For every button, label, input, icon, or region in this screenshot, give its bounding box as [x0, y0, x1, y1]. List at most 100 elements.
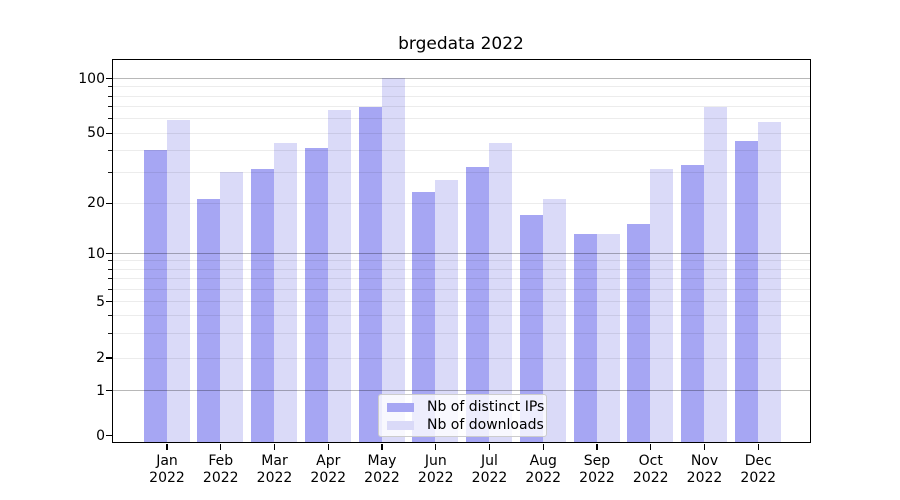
y-minor-tick-mark	[108, 314, 112, 316]
gridline-minor	[112, 171, 810, 173]
x-tick-label-mar: Mar 2022	[256, 453, 293, 486]
bar-downloads-jun	[435, 179, 459, 442]
y-tick-mark	[105, 77, 112, 80]
legend: Nb of distinct IPs Nb of downloads	[378, 394, 547, 437]
x-tick-mark	[327, 443, 329, 450]
y-tick-label: 50	[87, 125, 105, 142]
bar-downloads-oct	[650, 169, 674, 442]
x-tick-label-feb: Feb 2022	[202, 453, 239, 486]
legend-label-distinct-ips: Nb of distinct IPs	[427, 399, 545, 416]
y-minor-tick-mark	[108, 332, 112, 334]
y-tick-mark	[105, 389, 112, 392]
bar-ips-jul	[466, 166, 489, 442]
y-minor-tick-mark	[108, 288, 112, 290]
bar-ips-dec	[734, 140, 758, 442]
x-tick-label-jul: Jul 2022	[471, 453, 508, 486]
gridline-minor	[112, 268, 810, 270]
y-minor-tick-mark	[108, 277, 112, 279]
x-tick-mark	[542, 443, 544, 450]
x-tick-mark	[596, 443, 598, 450]
gridline-minor	[112, 86, 810, 88]
bar-ips-mar	[251, 169, 274, 442]
bar-downloads-nov	[704, 107, 727, 442]
gridline-minor	[112, 301, 810, 303]
bar-ips-jun	[412, 192, 436, 442]
x-tick-mark	[273, 443, 276, 450]
bars-layer	[113, 60, 810, 442]
bar-downloads-aug	[542, 199, 566, 442]
y-minor-tick-mark	[108, 149, 112, 151]
y-tick-mark	[105, 132, 112, 134]
gridline-minor	[112, 277, 810, 279]
x-tick-label-oct: Oct 2022	[632, 453, 669, 486]
gridline-minor	[112, 202, 810, 204]
gridline-minor	[112, 332, 810, 334]
bar-downloads-may	[381, 78, 405, 442]
y-minor-tick-mark	[108, 95, 112, 97]
legend-label-downloads: Nb of downloads	[427, 416, 544, 433]
x-tick-mark	[488, 443, 491, 450]
chart-title: brgedata 2022	[398, 34, 524, 54]
gridline-minor	[112, 132, 810, 134]
bar-downloads-jul	[489, 142, 512, 442]
y-tick-label: 10	[87, 245, 105, 262]
legend-swatch-distinct-ips	[387, 403, 414, 413]
gridline-minor	[112, 357, 810, 359]
legend-swatch-downloads	[387, 420, 414, 430]
y-tick-label: 2	[96, 350, 105, 366]
y-tick-label: 0	[96, 427, 105, 444]
x-tick-label-jun: Jun 2022	[417, 453, 454, 486]
bar-downloads-sep	[596, 233, 620, 442]
y-minor-tick-mark	[108, 106, 112, 108]
x-tick-label-nov: Nov 2022	[686, 453, 723, 486]
gridline-major	[112, 78, 810, 79]
y-minor-tick-mark	[108, 260, 112, 262]
y-tick-label: 100	[78, 70, 105, 87]
x-tick-mark	[650, 443, 652, 450]
gridline-minor	[112, 260, 810, 262]
y-tick-label: 1	[96, 382, 105, 399]
y-minor-tick-mark	[108, 86, 112, 88]
gridline-minor	[112, 288, 810, 290]
bar-downloads-dec	[757, 122, 781, 442]
bar-downloads-feb	[220, 171, 244, 442]
gridline-minor	[112, 106, 810, 108]
x-tick-label-sep: Sep 2022	[579, 453, 615, 486]
bar-ips-may	[358, 107, 382, 442]
gridline-minor	[112, 314, 810, 316]
bar-ips-oct	[627, 223, 651, 442]
bar-downloads-jan	[166, 119, 190, 442]
x-tick-label-apr: Apr 2022	[310, 453, 347, 486]
y-tick-mark	[105, 202, 112, 204]
gridline-minor	[112, 95, 810, 97]
legend-item-downloads: Nb of downloads	[379, 417, 546, 435]
x-tick-mark	[757, 443, 759, 450]
x-tick-mark	[381, 443, 383, 450]
gridline-minor	[112, 118, 810, 120]
gridline-minor	[112, 149, 810, 151]
bar-downloads-apr	[327, 109, 351, 442]
bar-downloads-mar	[274, 142, 297, 442]
y-tick-mark	[105, 434, 112, 437]
y-tick-label: 5	[96, 293, 105, 310]
x-tick-mark	[435, 443, 437, 450]
gridline-major	[112, 253, 810, 254]
legend-item-distinct-ips: Nb of distinct IPs	[379, 399, 546, 417]
y-tick-mark	[105, 357, 112, 359]
bar-ips-sep	[573, 233, 597, 442]
plot-area	[111, 58, 811, 443]
x-tick-label-may: May 2022	[364, 453, 400, 486]
x-tick-label-aug: Aug 2022	[525, 453, 562, 486]
x-tick-mark	[220, 443, 222, 450]
y-tick-label: 20	[87, 195, 105, 212]
y-minor-tick-mark	[108, 268, 112, 270]
x-tick-label-dec: Dec 2022	[740, 453, 777, 486]
y-tick-mark	[105, 252, 112, 255]
bar-ips-nov	[681, 164, 704, 442]
gridlines-layer	[112, 60, 810, 443]
bar-ips-apr	[304, 147, 328, 442]
bar-ips-aug	[519, 214, 543, 442]
bar-ips-jan	[143, 149, 167, 442]
bar-ips-feb	[197, 199, 221, 442]
